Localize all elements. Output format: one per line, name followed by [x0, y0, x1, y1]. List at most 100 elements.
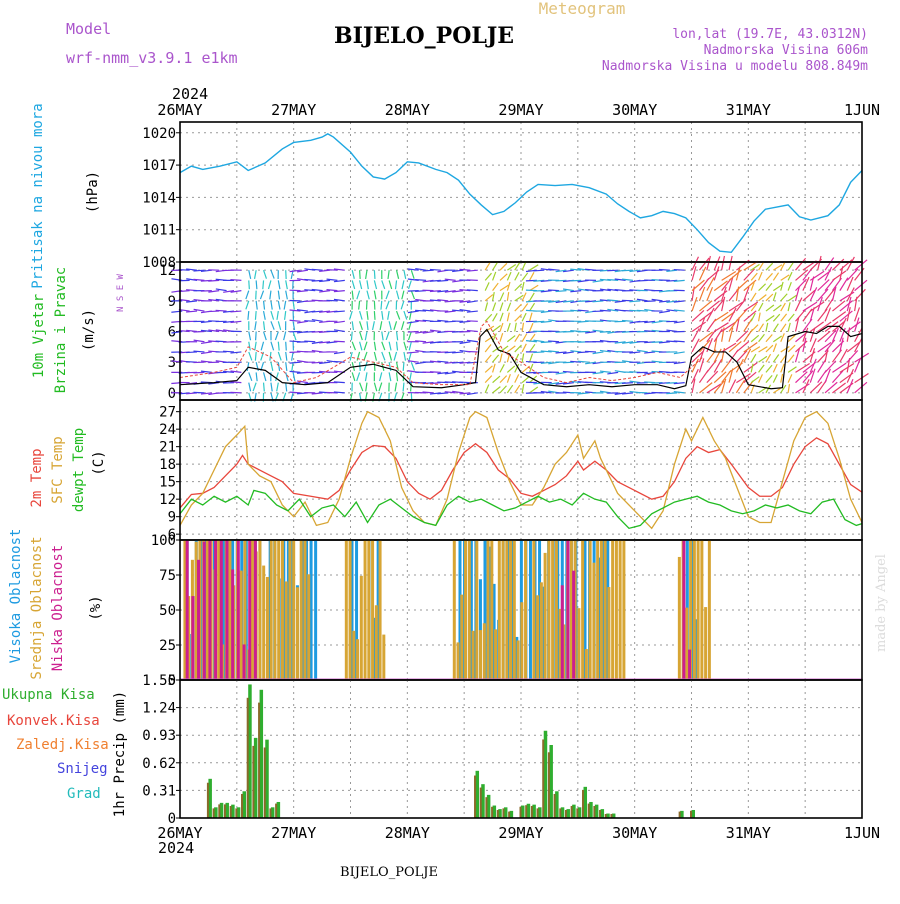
wind-arrow	[397, 270, 399, 279]
wind-arrow	[803, 302, 817, 311]
wind-arrow	[788, 302, 790, 311]
convective-bar	[559, 808, 561, 818]
precip-ytick-label: 1.55	[142, 673, 176, 689]
low-cloud-bar	[688, 650, 691, 680]
wind-arrow	[507, 265, 515, 271]
wind-arrow	[255, 270, 257, 279]
pressure-ytick-label: 1017	[142, 158, 176, 174]
wind-arrow	[493, 272, 496, 280]
wind-compass: N S E W	[116, 273, 126, 312]
wind-arrow	[832, 312, 845, 322]
wind-arrow	[515, 323, 517, 332]
wind-arrow	[193, 351, 204, 352]
wind-arrow	[249, 372, 252, 380]
wind-arrow	[563, 362, 574, 363]
pressure-ytick-label: 1011	[142, 223, 176, 239]
wind-unit: (m/s)	[81, 309, 97, 351]
wind-arrow	[500, 313, 503, 321]
wind-arrow	[773, 273, 778, 281]
wind-arrow	[759, 365, 765, 373]
wind-arrow	[855, 289, 866, 301]
wind-arrow	[230, 280, 241, 281]
wind-arrow	[364, 352, 367, 360]
wind-arrow	[666, 393, 677, 394]
wind-arrow	[285, 311, 286, 320]
wind-arrow	[397, 362, 399, 371]
top-date-label: 28MAY	[385, 101, 430, 119]
temperature-ytick-label: 21	[159, 440, 176, 456]
wind-arrow	[271, 301, 272, 310]
wind-arrow	[386, 332, 389, 340]
precip-bar	[476, 771, 480, 818]
wind-arrow	[230, 382, 241, 383]
wind-arrow	[230, 392, 241, 393]
wind-arrow	[201, 291, 212, 292]
convective-bar	[548, 752, 550, 818]
wind-arrow	[515, 334, 520, 342]
wind-arrow	[622, 321, 633, 322]
mid-cloud-bar	[292, 540, 295, 680]
mid-cloud-bar	[520, 602, 523, 680]
wind-arrow	[373, 321, 375, 330]
wind-ytick-label: 9	[168, 294, 176, 310]
wind-arrow	[781, 324, 786, 332]
panels: 1008101110141017102003691269121518212427…	[142, 122, 868, 827]
precip-bar	[584, 787, 588, 818]
convective-bar	[491, 807, 493, 818]
convective-bar	[537, 808, 539, 818]
wind-arrow	[796, 270, 808, 281]
wind-arrow	[714, 291, 727, 301]
convective-bar	[565, 810, 567, 818]
mid-cloud-bar	[536, 595, 539, 680]
wind-arrow	[256, 301, 257, 310]
wind-arrow	[411, 270, 414, 279]
wind-arrow	[404, 342, 407, 351]
mid-cloud-bar	[544, 553, 547, 680]
wind-arrow	[290, 392, 301, 393]
wind-arrow	[751, 364, 753, 373]
wind-arrow	[286, 280, 288, 289]
wind-arrow	[530, 344, 535, 352]
pressure-ytick-label: 1014	[142, 190, 176, 206]
wind-arrow	[507, 323, 510, 332]
wind-arrow	[351, 332, 352, 341]
low-cloud-bar	[254, 540, 257, 680]
wind-arrow	[766, 365, 772, 372]
wind-arrow	[255, 342, 256, 351]
wind-arrow	[541, 301, 552, 302]
wind-arrow	[382, 342, 385, 350]
precip-ytick-label: 0.31	[142, 783, 176, 799]
wind-arrow	[500, 303, 503, 311]
wind-arrow	[674, 270, 685, 271]
precip-bar	[527, 804, 531, 818]
wind-arrow	[810, 382, 822, 393]
mid-cloud-bar	[685, 608, 688, 680]
wind-arrow	[522, 273, 528, 281]
wind-arrow	[397, 311, 400, 319]
wind-arrow	[766, 375, 772, 382]
wind-arrow	[312, 372, 323, 373]
wind-arrow	[485, 376, 492, 383]
wind-arrow	[256, 372, 257, 381]
convective-bar	[525, 805, 527, 818]
footer-station: BIJELO_POLJE	[340, 865, 438, 880]
precip-bar	[254, 738, 258, 818]
mid-cloud-bar	[217, 540, 220, 680]
mid-cloud-bar	[251, 540, 254, 680]
wind-arrow	[382, 352, 385, 360]
page-title: BIJELO_POLJE	[334, 23, 514, 49]
low-cloud-bar	[191, 596, 194, 680]
wind-arrow	[284, 301, 286, 310]
precip-bar	[208, 779, 212, 818]
wind-arrow	[256, 280, 257, 289]
precip-bar	[243, 791, 247, 818]
convective-bar	[218, 804, 220, 818]
wind-arrow	[773, 374, 777, 382]
wind-arrow	[381, 301, 382, 310]
wind-arrow	[637, 310, 648, 311]
mid-cloud-bar	[708, 540, 711, 680]
wind-arrow	[622, 300, 633, 301]
wind-arrow	[278, 291, 279, 300]
